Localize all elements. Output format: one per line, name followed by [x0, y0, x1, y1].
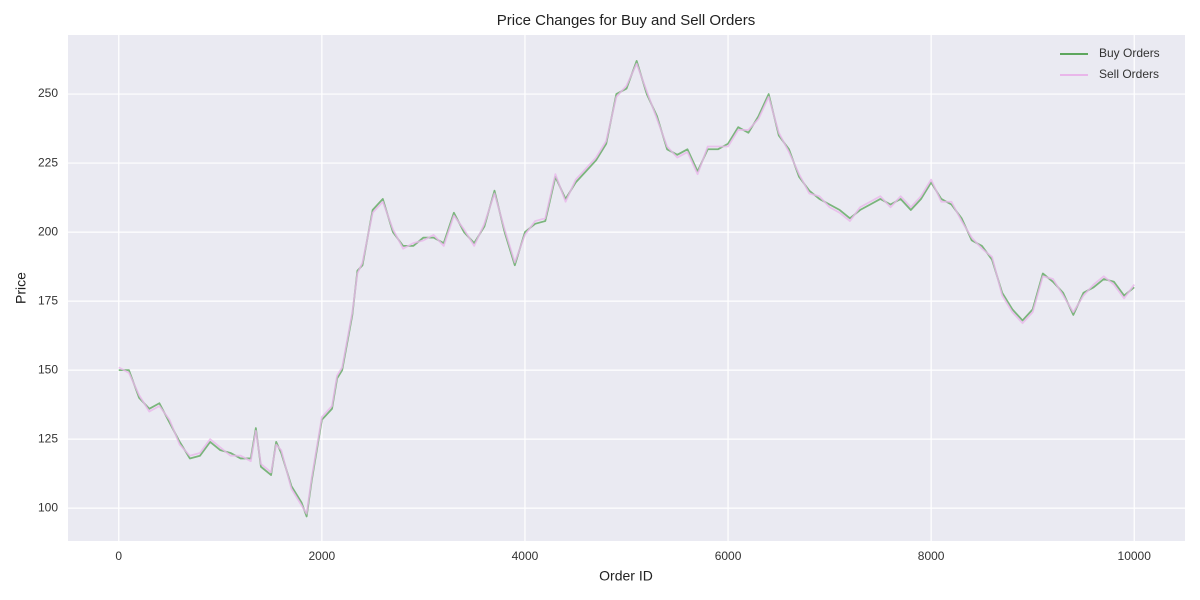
y-tick-label: 100: [38, 500, 58, 514]
plot-area: [68, 35, 1185, 541]
x-tick-label: 2000: [309, 549, 336, 563]
x-tick-label: 8000: [918, 549, 945, 563]
y-axis-label: Price: [13, 272, 29, 304]
series-line: [118, 62, 1135, 515]
y-tick-label: 250: [38, 86, 58, 100]
x-tick-label: 0: [115, 549, 122, 563]
y-tick-label: 225: [38, 155, 58, 169]
legend-label: Buy Orders: [1099, 46, 1160, 60]
chart-title: Price Changes for Buy and Sell Orders: [497, 12, 755, 29]
legend-label: Sell Orders: [1099, 67, 1159, 81]
y-tick-label: 150: [38, 362, 58, 376]
y-tick-label: 200: [38, 224, 58, 238]
x-tick-label: 6000: [715, 549, 742, 563]
y-tick-label: 175: [38, 293, 58, 307]
y-tick-label: 125: [38, 431, 58, 445]
x-axis-label: Order ID: [599, 568, 653, 584]
x-tick-label: 4000: [512, 549, 539, 563]
x-tick-label: 10000: [1118, 549, 1152, 563]
